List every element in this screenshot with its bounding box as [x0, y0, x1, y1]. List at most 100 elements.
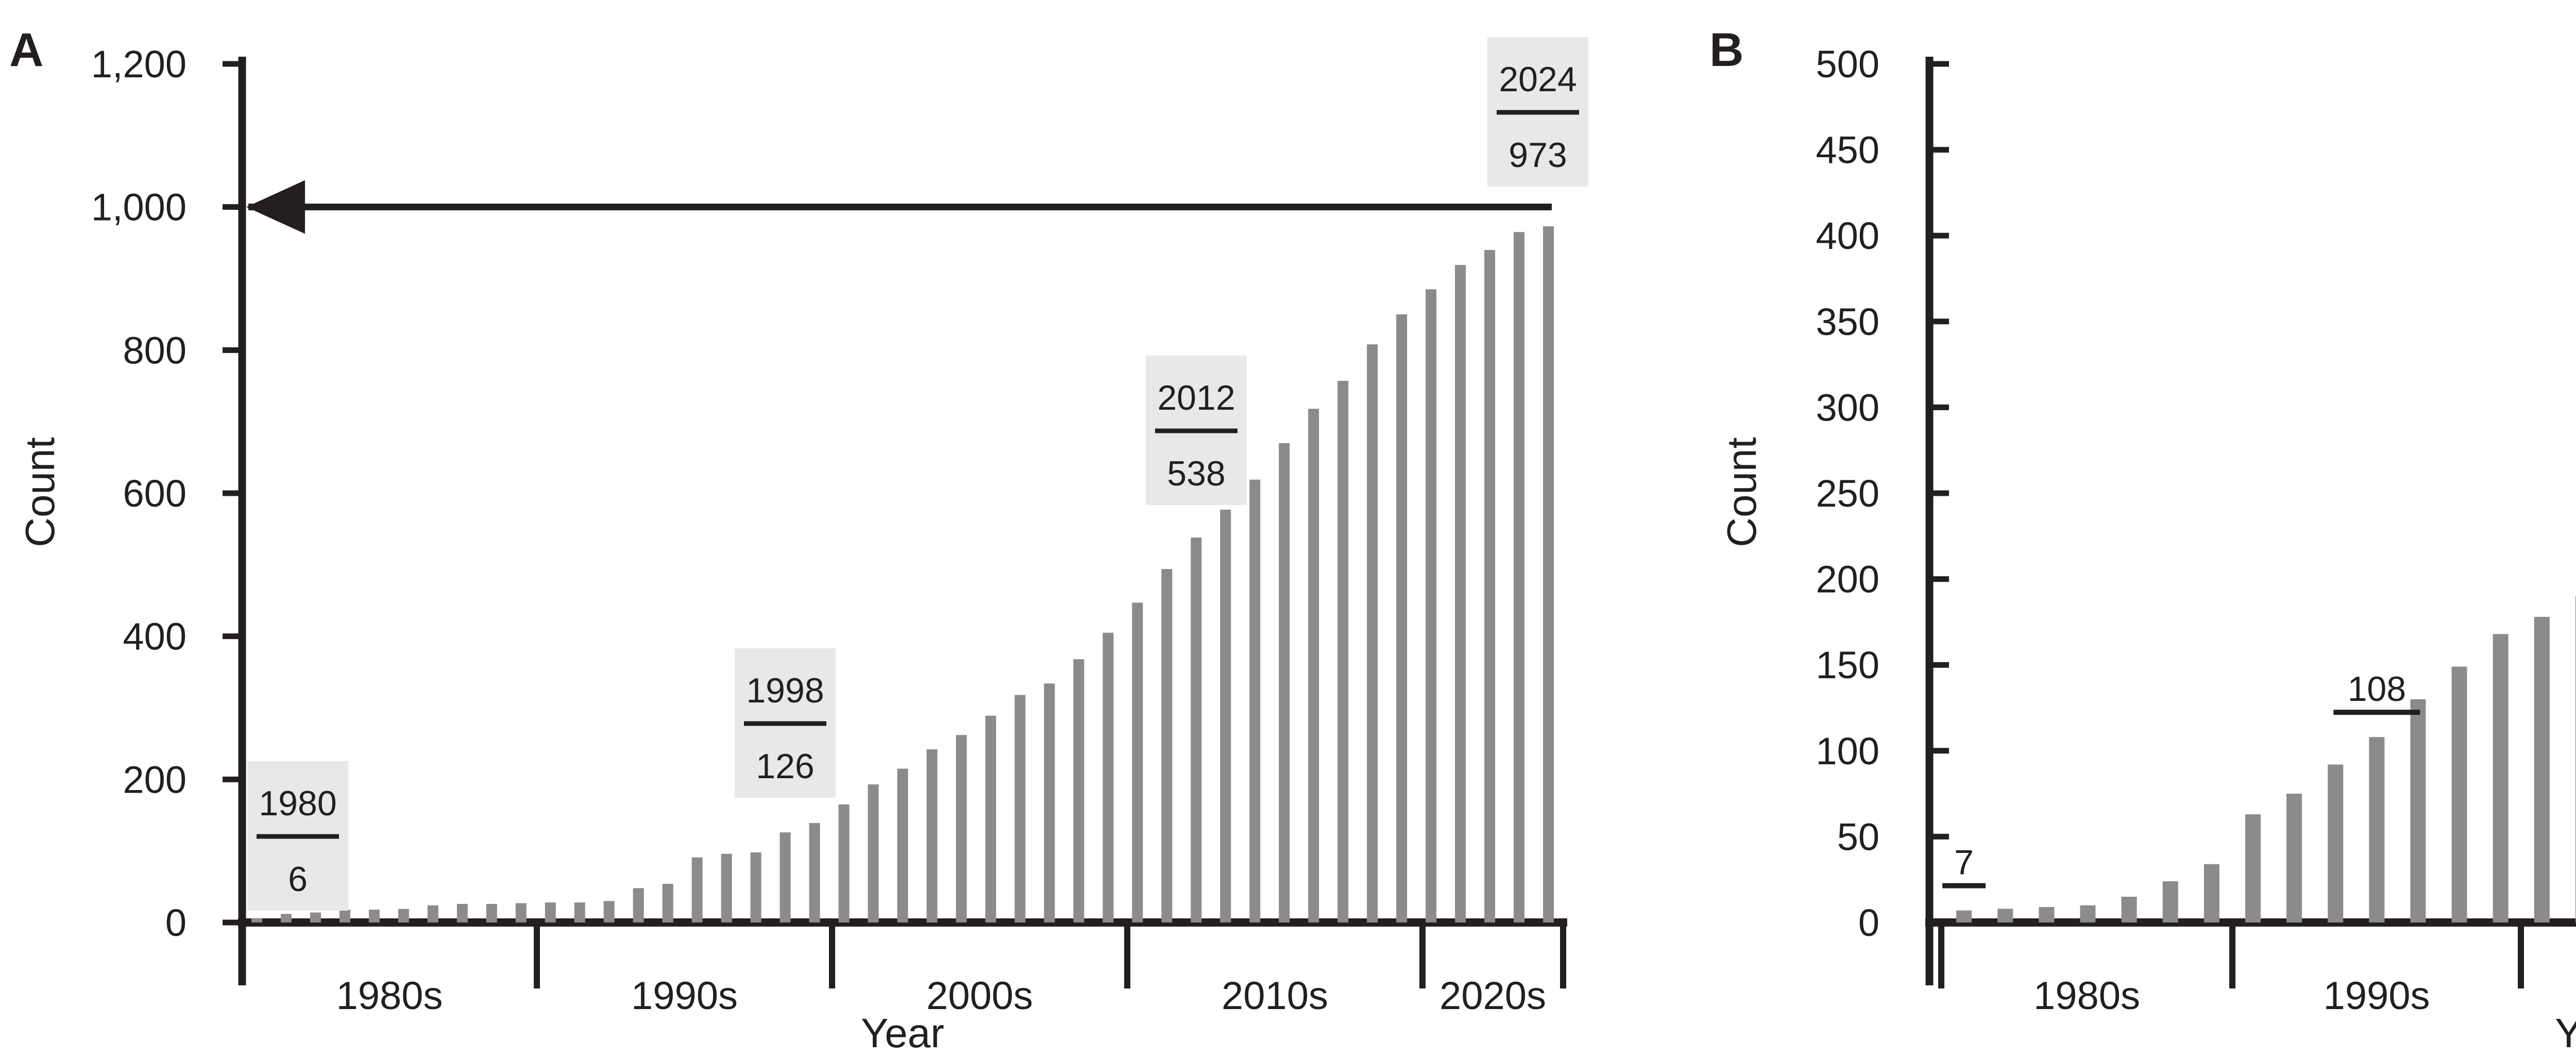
y-tick-label: 300 [1816, 386, 1879, 429]
bar [398, 909, 409, 922]
annotation-year: 1980 [259, 784, 336, 823]
y-tick-label: 0 [1858, 901, 1879, 944]
decade-label: 1990s [2323, 974, 2430, 1018]
bar [868, 784, 879, 922]
bar [1161, 569, 1173, 922]
bar [1308, 409, 1319, 922]
decade-label: 1980s [336, 974, 443, 1018]
bar [838, 804, 850, 922]
y-tick-label: 200 [123, 758, 187, 801]
bar [2121, 897, 2137, 922]
bar [251, 918, 262, 922]
bar [1132, 602, 1143, 922]
annotation-value: 7 [1954, 843, 1974, 882]
bar [2245, 814, 2261, 922]
annotation-value: 126 [756, 747, 814, 786]
annotation-year: 1998 [746, 671, 824, 710]
bar [956, 735, 967, 922]
y-tick-label: 50 [1837, 815, 1879, 858]
bar [2493, 634, 2509, 922]
bar [1484, 249, 1496, 922]
bar [2369, 737, 2385, 922]
y-tick-label: 200 [1816, 558, 1879, 601]
y-tick-label: 600 [123, 472, 187, 515]
bar [339, 910, 350, 922]
bar [1337, 381, 1349, 922]
panel-b-chart: 0 50 100 150 200 250 300 350 400 450 500 1980s 1990s… [1816, 43, 2576, 1018]
decade-label: 2010s [1222, 974, 1328, 1018]
bar [2534, 616, 2550, 922]
bar [2575, 596, 2576, 922]
bar [662, 884, 673, 922]
bar [545, 902, 556, 922]
bar [1103, 632, 1114, 922]
panel-a-y-axis-title: Count [17, 437, 63, 547]
bar [280, 914, 292, 922]
bar [1367, 344, 1378, 922]
y-tick-label: 400 [1816, 214, 1879, 257]
bar [1014, 695, 1026, 922]
decade-label: 2020s [1439, 974, 1546, 1018]
bar [1543, 226, 1554, 923]
bar [2410, 699, 2426, 922]
bar [1279, 443, 1290, 922]
bar [2162, 881, 2178, 922]
y-tick-label: 400 [123, 615, 187, 658]
bar [1073, 659, 1084, 922]
decade-label: 2000s [926, 974, 1033, 1018]
panel-a-letter: A [9, 24, 43, 76]
bar [515, 903, 527, 922]
y-tick-label: 450 [1816, 129, 1879, 172]
decade-label: 1990s [631, 974, 738, 1018]
bar [368, 910, 380, 922]
annotation-year: 2012 [1157, 378, 1235, 417]
y-tick-label: 1,000 [91, 186, 187, 229]
annotation-value: 538 [1167, 454, 1225, 493]
arrowhead-left-icon [246, 180, 305, 234]
bar [1044, 683, 1055, 922]
bar [985, 715, 996, 922]
bar [2039, 907, 2055, 922]
bar [779, 832, 791, 922]
bar [2204, 864, 2219, 922]
bar [2451, 666, 2467, 922]
bar [721, 853, 732, 922]
panel-a-x-axis-title: Year [861, 1010, 944, 1056]
bar [1997, 909, 2013, 922]
annotation-year: 2024 [1499, 60, 1577, 99]
bar [2080, 905, 2096, 922]
panel-b-letter: B [1709, 24, 1743, 76]
bar [486, 903, 497, 922]
bar [603, 901, 615, 922]
bar [1396, 314, 1408, 922]
bar [1426, 289, 1437, 923]
bar [1249, 479, 1261, 922]
y-tick-label: 800 [123, 329, 187, 372]
panel-a-chart: 0 200 400 600 800 1,000 1,200 1980s 1990s 2000s 20… [91, 37, 1588, 1018]
bar [633, 888, 644, 922]
bar [2286, 794, 2302, 922]
decade-label: 1980s [2033, 974, 2140, 1018]
bar [574, 902, 585, 922]
bar [926, 749, 938, 922]
bar [2328, 764, 2344, 922]
bar [1191, 538, 1202, 922]
y-tick-label: 0 [165, 901, 187, 944]
annotation-value: 6 [288, 860, 308, 899]
y-tick-label: 250 [1816, 472, 1879, 515]
bar [1220, 509, 1231, 922]
panel-b-x-axis-title: Year [2555, 1010, 2576, 1056]
y-tick-label: 350 [1816, 300, 1879, 343]
bar [456, 903, 468, 922]
bar [310, 912, 321, 922]
bar [750, 852, 761, 922]
y-tick-label: 100 [1816, 730, 1879, 773]
annotation-value: 108 [2348, 669, 2406, 709]
bar [1956, 910, 1972, 922]
y-tick-label: 1,200 [91, 43, 187, 86]
bar [897, 768, 908, 922]
bar [691, 857, 703, 922]
y-tick-label: 150 [1816, 644, 1879, 686]
